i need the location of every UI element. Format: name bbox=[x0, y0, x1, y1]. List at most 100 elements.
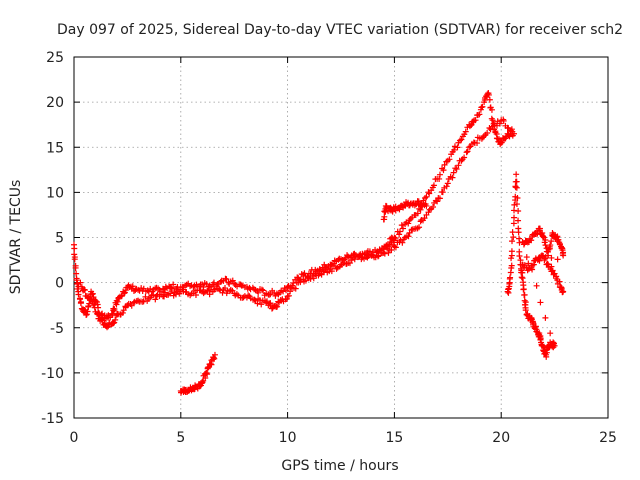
data-point bbox=[258, 301, 265, 308]
data-point bbox=[72, 264, 79, 271]
axis-ticks bbox=[73, 56, 609, 419]
data-point bbox=[204, 364, 211, 371]
data-point bbox=[211, 351, 218, 358]
data-point bbox=[450, 169, 457, 176]
data-point bbox=[489, 117, 496, 124]
data-point bbox=[426, 190, 433, 197]
data-point bbox=[451, 146, 458, 153]
data-point bbox=[560, 288, 567, 295]
data-point bbox=[351, 256, 358, 263]
data-point bbox=[429, 203, 436, 210]
data-point bbox=[267, 291, 274, 298]
data-point bbox=[98, 316, 105, 323]
data-point bbox=[509, 238, 516, 245]
data-point bbox=[91, 304, 98, 311]
data-point bbox=[462, 128, 469, 135]
data-point bbox=[443, 183, 450, 190]
data-point bbox=[167, 284, 174, 291]
data-point bbox=[318, 271, 325, 278]
y-tick-labels: -15 -10 -5 0 5 10 15 20 25 bbox=[41, 50, 64, 427]
data-point bbox=[139, 298, 146, 305]
data-point bbox=[150, 292, 157, 299]
data-point bbox=[485, 91, 492, 98]
data-point bbox=[405, 220, 412, 227]
data-point bbox=[440, 167, 447, 174]
y-tick-label: 0 bbox=[55, 276, 64, 292]
data-point bbox=[549, 267, 556, 274]
data-point bbox=[544, 260, 551, 267]
data-point bbox=[381, 213, 388, 220]
data-point bbox=[505, 286, 512, 293]
data-point bbox=[260, 287, 267, 294]
data-point bbox=[430, 182, 437, 189]
data-point bbox=[446, 156, 453, 163]
data-point bbox=[204, 287, 211, 294]
x-tick-label: 10 bbox=[279, 430, 297, 446]
data-point bbox=[99, 317, 106, 324]
data-point bbox=[254, 300, 261, 307]
data-point bbox=[556, 278, 563, 285]
data-point bbox=[84, 308, 91, 315]
data-point bbox=[77, 296, 84, 303]
data-point bbox=[217, 278, 224, 285]
data-point bbox=[484, 129, 491, 136]
data-point bbox=[476, 111, 483, 118]
data-point bbox=[560, 252, 567, 259]
data-point bbox=[522, 307, 529, 314]
x-tick-label: 25 bbox=[599, 430, 617, 446]
data-point bbox=[548, 238, 555, 245]
data-points bbox=[71, 90, 567, 396]
data-point bbox=[274, 303, 281, 310]
data-point bbox=[81, 306, 88, 313]
data-point bbox=[398, 222, 405, 229]
data-point bbox=[135, 297, 142, 304]
data-point bbox=[510, 220, 517, 227]
data-point bbox=[510, 234, 517, 241]
data-point bbox=[416, 205, 423, 212]
data-point bbox=[129, 283, 136, 290]
data-point bbox=[416, 224, 423, 231]
data-point bbox=[423, 202, 430, 209]
data-point bbox=[216, 286, 223, 293]
data-point bbox=[400, 225, 407, 232]
data-point bbox=[540, 233, 547, 240]
data-point bbox=[415, 198, 422, 205]
data-point bbox=[439, 189, 446, 196]
data-point bbox=[436, 171, 443, 178]
data-point bbox=[538, 339, 545, 346]
data-point bbox=[206, 291, 213, 298]
data-point bbox=[396, 228, 403, 235]
data-point bbox=[192, 292, 199, 299]
data-point bbox=[455, 162, 462, 169]
data-point bbox=[513, 171, 520, 178]
data-point bbox=[523, 254, 530, 261]
data-point bbox=[498, 139, 505, 146]
data-point bbox=[515, 208, 522, 215]
data-point bbox=[83, 311, 90, 318]
data-point bbox=[396, 231, 403, 238]
data-point bbox=[511, 201, 518, 208]
data-point bbox=[333, 265, 340, 272]
data-point bbox=[405, 233, 412, 240]
data-point bbox=[492, 128, 499, 135]
data-point bbox=[172, 291, 179, 298]
data-point bbox=[285, 292, 292, 299]
data-point bbox=[508, 126, 515, 133]
data-point bbox=[516, 239, 523, 246]
data-point bbox=[207, 360, 214, 367]
data-point bbox=[539, 342, 546, 349]
data-point bbox=[114, 298, 121, 305]
data-point bbox=[514, 195, 521, 202]
data-point bbox=[520, 286, 527, 293]
data-point bbox=[200, 290, 207, 297]
x-tick-label: 15 bbox=[385, 430, 403, 446]
y-tick-label: -5 bbox=[50, 321, 64, 337]
x-tick-labels: 0 5 10 15 20 25 bbox=[70, 430, 617, 446]
data-point bbox=[536, 225, 543, 232]
data-point bbox=[384, 245, 391, 252]
data-point bbox=[509, 229, 516, 236]
data-point bbox=[542, 237, 549, 244]
data-point bbox=[367, 251, 374, 258]
data-point bbox=[458, 136, 465, 143]
